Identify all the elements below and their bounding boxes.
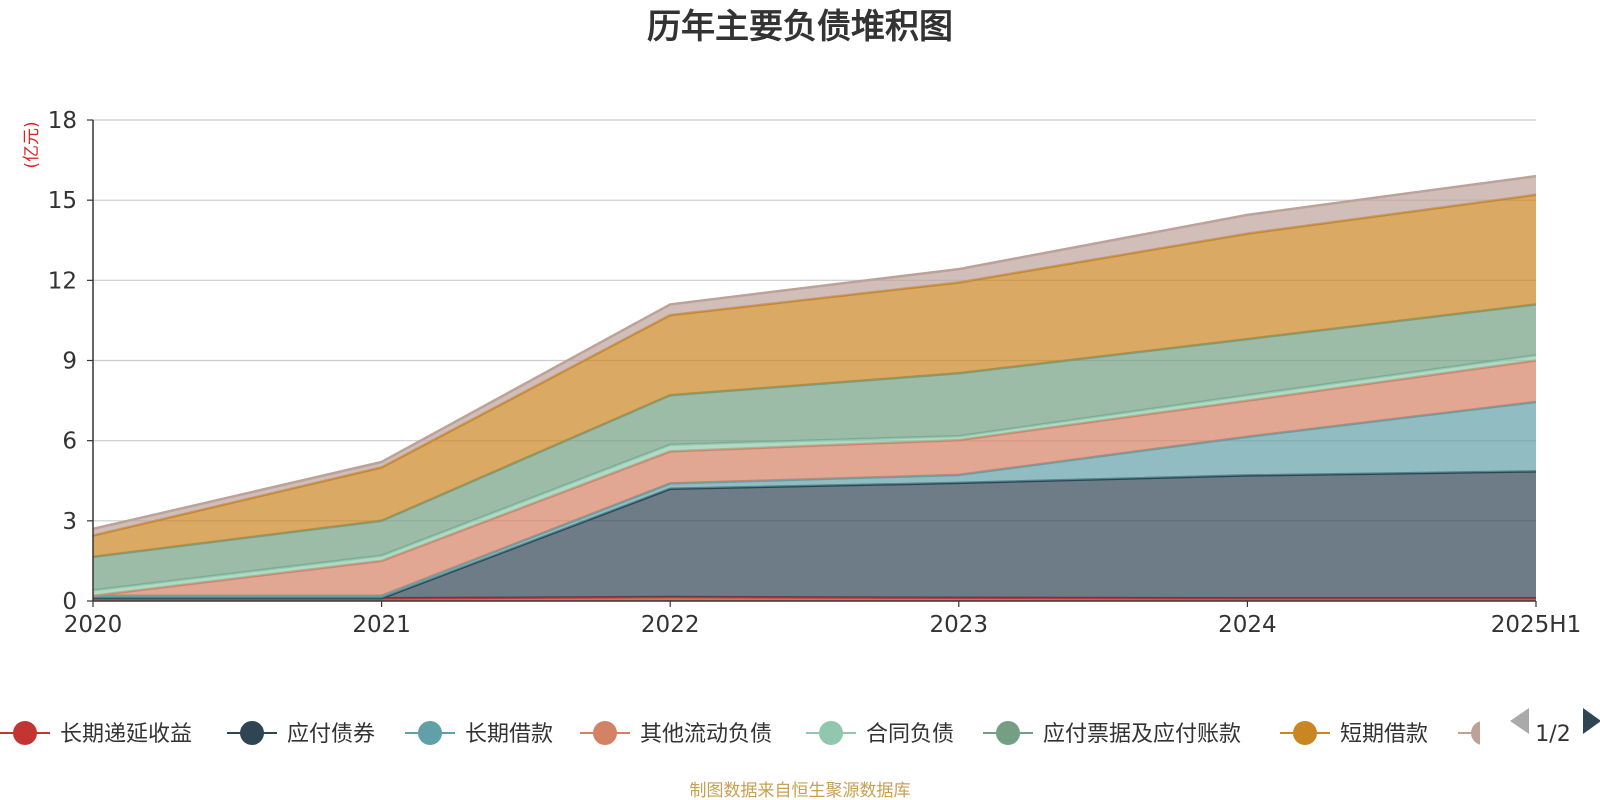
legend-dot-icon	[1471, 721, 1480, 745]
y-tick-label: 6	[62, 429, 77, 455]
y-axis-unit: (亿元)	[22, 121, 42, 168]
legend-dot-icon	[13, 721, 37, 745]
area-series-7	[93, 194, 1536, 557]
chart-title: 历年主要负债堆积图	[647, 7, 953, 47]
legend-next-icon[interactable]	[1583, 708, 1600, 734]
area-series	[92, 174, 1537, 601]
data-source-note: 制图数据来自恒生聚源数据库	[690, 781, 911, 800]
legend-dot-icon	[1293, 721, 1317, 745]
legend-dot-icon	[418, 721, 442, 745]
legend-item-7[interactable]: 短期借款	[1280, 721, 1428, 747]
legend-dot-icon	[996, 721, 1020, 745]
y-tick-label: 15	[48, 188, 77, 214]
legend-label: 短期借款	[1340, 722, 1428, 747]
x-tick-label: 2024	[1218, 612, 1277, 638]
x-tick-label: 2022	[641, 612, 700, 638]
area-series-6	[93, 304, 1536, 591]
x-tick-label: 2020	[64, 612, 123, 638]
area-series-line-8	[92, 174, 1537, 531]
area-series-3	[93, 401, 1536, 599]
axes: 0 3 6 9 12 15 18 2020 2021 2022 2023 2024 2025H1	[48, 108, 1582, 638]
legend-dot-icon	[819, 721, 843, 745]
legend-pager: 1/2	[1510, 708, 1600, 747]
x-tick-label: 2023	[930, 612, 989, 638]
area-series-8	[93, 176, 1536, 536]
legend-dot-icon	[240, 721, 264, 745]
legend-item-1[interactable]: 长期递延收益	[0, 721, 192, 747]
legend: 长期递延收益 应付债券 长期借款 其他流动负债 合同负债 应付票据及应付账款 短期借款	[0, 721, 1508, 747]
y-tick-label: 9	[62, 349, 77, 375]
legend-item-3[interactable]: 长期借款	[405, 721, 553, 747]
area-series-4	[93, 360, 1536, 596]
legend-label: 应付票据及应付账款	[1043, 722, 1241, 747]
area-series-2	[93, 471, 1536, 599]
legend-dot-icon	[593, 721, 617, 745]
y-tick-label: 18	[48, 108, 77, 134]
legend-page-indicator: 1/2	[1535, 722, 1570, 747]
legend-item-5[interactable]: 合同负债	[806, 721, 954, 747]
legend-prev-icon[interactable]	[1510, 708, 1529, 734]
y-tick-label: 0	[62, 589, 77, 615]
legend-label: 应付债券	[287, 722, 375, 747]
legend-label: 长期递延收益	[60, 722, 192, 747]
legend-label: 合同负债	[866, 722, 954, 747]
x-tick-label: 2021	[352, 612, 411, 638]
legend-label: 其他流动负债	[640, 722, 772, 747]
area-series-5	[93, 355, 1536, 596]
legend-item-4[interactable]: 其他流动负债	[580, 721, 772, 747]
legend-item-6[interactable]: 应付票据及应付账款	[983, 721, 1241, 747]
legend-item-2[interactable]: 应付债券	[227, 721, 375, 747]
legend-label: 长期借款	[465, 722, 553, 747]
x-tick-label: 2025H1	[1491, 612, 1581, 638]
y-tick-label: 3	[62, 509, 77, 535]
legend-item-8[interactable]	[1458, 721, 1508, 745]
y-tick-label: 12	[48, 268, 77, 294]
